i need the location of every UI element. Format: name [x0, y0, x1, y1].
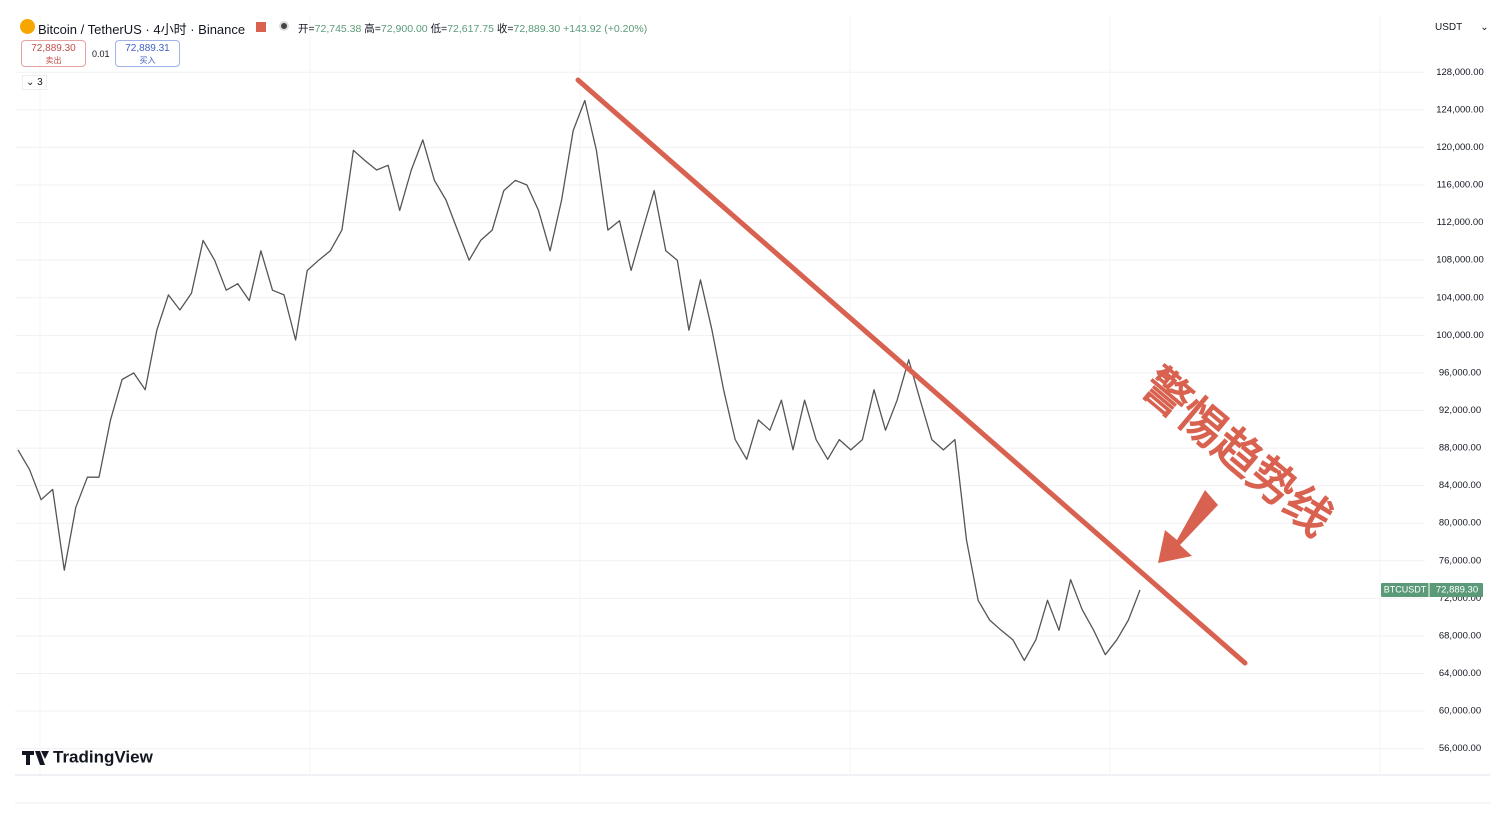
indicator-toggle[interactable]: ⌄ 3	[22, 75, 47, 90]
ohlc-value: 72,889.30	[513, 23, 561, 35]
status-dot	[279, 21, 289, 31]
currency-select[interactable]: USDT ⌄	[1435, 22, 1489, 33]
currency: USDT	[1435, 22, 1463, 33]
indicator-count: 3	[37, 77, 43, 88]
arrow	[1158, 490, 1218, 563]
symbol-title: Bitcoin / TetherUS · 4小时 · Binance	[38, 22, 246, 37]
ohlc-value: 72,617.75	[447, 23, 494, 35]
y-tick-label: 116,000.00	[1437, 180, 1484, 191]
trend-line	[575, 77, 1248, 666]
y-tick-label: 100,000.00	[1436, 330, 1484, 341]
y-tick-label: 128,000.00	[1436, 67, 1484, 78]
y-tick-label: 80,000.00	[1439, 518, 1481, 529]
y-tick-label: 108,000.00	[1436, 255, 1484, 266]
y-tick-label: 84,000.00	[1439, 480, 1481, 491]
coin-icon	[20, 19, 35, 34]
ohlc-label: 高=	[364, 23, 381, 35]
y-tick-label: 120,000.00	[1436, 142, 1484, 153]
price-tag-bg	[1381, 583, 1483, 598]
y-tick-label: 112,000.00	[1437, 217, 1484, 228]
ohlc-label: 开=	[298, 23, 315, 35]
brand-logo: TradingView	[22, 747, 154, 766]
price-line	[17, 99, 1141, 662]
ohlc-label: 低=	[430, 23, 448, 35]
ohlc-label: 收=	[496, 23, 514, 35]
ohlc-value: 72,745.38	[314, 23, 362, 35]
y-tick-label: 96,000.00	[1439, 367, 1481, 378]
flag-icon[interactable]	[256, 22, 266, 32]
ohlc-value: 72,900.00	[380, 23, 428, 35]
y-tick-label: 64,000.00	[1439, 668, 1481, 679]
ask-price: 72,889.31	[125, 43, 170, 54]
y-tick-label: 76,000.00	[1439, 555, 1481, 566]
ask-label: 买入	[139, 56, 156, 65]
step: 0.01	[92, 49, 110, 59]
y-tick-label: 56,000.00	[1439, 743, 1481, 754]
y-tick-label: 60,000.00	[1439, 706, 1481, 717]
vertical-grid	[39, 15, 1381, 775]
annotation: 警惕趋势线	[1133, 358, 1343, 546]
ohlc: 开=72,745.38 高=72,900.00 低=72,617.75 收=72…	[298, 21, 647, 36]
y-tick-label: 124,000.00	[1436, 104, 1484, 115]
y-tick-label: 88,000.00	[1439, 443, 1481, 454]
y-tick-label: 92,000.00	[1439, 405, 1481, 416]
chevron: ⌄	[1480, 22, 1489, 33]
y-tick-label: 104,000.00	[1436, 292, 1484, 303]
bid-label: 卖出	[45, 56, 62, 65]
buy-button[interactable]: 72,889.31 买入	[115, 40, 180, 67]
sell-button[interactable]: 72,889.30 卖出	[21, 40, 86, 67]
brand: TradingView	[53, 747, 154, 766]
y-tick-label: 72,000.00	[1439, 593, 1481, 604]
bid-price: 72,889.30	[31, 43, 76, 54]
change: +143.92 (+0.20%)	[563, 23, 648, 35]
price-tag-label: 72,889.30	[1436, 585, 1478, 596]
price-tag-symbol: BTCUSDT	[1384, 584, 1427, 594]
y-tick-label: 68,000.00	[1439, 630, 1481, 641]
